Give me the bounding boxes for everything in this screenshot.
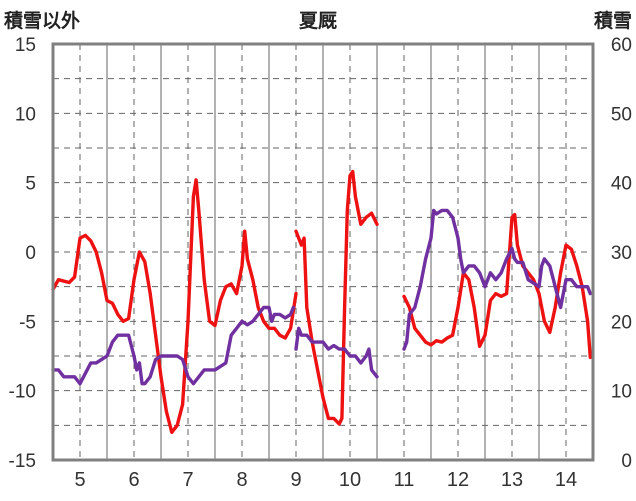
y-left-tick-label: -15: [9, 451, 36, 472]
x-tick-label: 11: [394, 469, 415, 491]
x-tick-label: 14: [555, 469, 577, 491]
series-left-line: [402, 212, 592, 360]
series-lines: [51, 169, 592, 434]
series-left-line: [51, 178, 298, 434]
series-right-line: [294, 326, 379, 379]
left-axis-title: 積雪以外: [4, 10, 81, 32]
y-left-tick-label: 0: [25, 243, 36, 264]
series-right-line: [402, 208, 592, 351]
x-tick-label: 7: [182, 469, 193, 491]
y-right-tick-label: 20: [611, 312, 632, 333]
grid: [53, 44, 593, 460]
plot-frame: [51, 42, 595, 462]
series-left-line: [294, 169, 379, 426]
y-right-tick-label: 60: [611, 35, 632, 56]
chart-title: 夏厩: [298, 10, 337, 32]
y-left-tick-label: 5: [25, 174, 36, 195]
y-right-tick-label: 0: [621, 451, 632, 472]
y-right-tick-label: 40: [611, 174, 632, 195]
series-right-line: [51, 305, 295, 386]
x-tick-label: 10: [339, 469, 361, 491]
x-tick-label: 13: [501, 469, 523, 491]
x-tick-label: 9: [290, 469, 301, 491]
y-left-tick-label: 10: [15, 104, 36, 125]
x-tick-label: 12: [447, 469, 469, 491]
x-tick-label: 5: [74, 469, 85, 491]
right-axis-title: 積雪: [593, 10, 632, 32]
x-tick-label: 8: [236, 469, 247, 491]
y-right-tick-label: 10: [611, 382, 632, 403]
y-left-tick-label: -5: [19, 312, 36, 333]
y-right-tick-label: 50: [611, 104, 632, 125]
y-right-tick-label: 30: [611, 243, 632, 264]
y-left-tick-label: -10: [9, 382, 36, 403]
y-left-tick-label: 15: [15, 35, 36, 56]
x-tick-label: 6: [128, 469, 139, 491]
